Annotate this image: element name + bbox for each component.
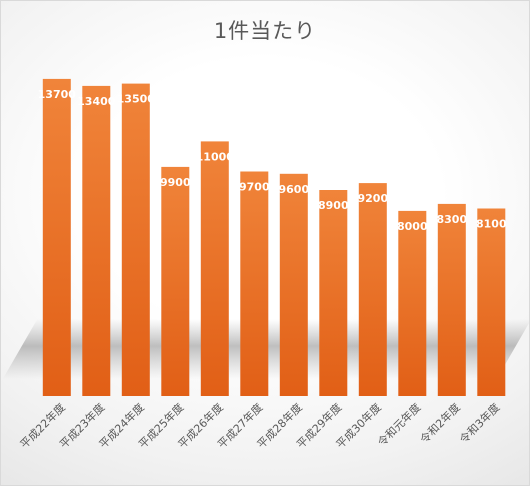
data-label-12: 8100	[476, 218, 507, 231]
bar-5	[200, 141, 229, 396]
bar-3	[121, 83, 150, 396]
data-label-2: 13400	[77, 95, 116, 108]
data-label-9: 9200	[357, 192, 388, 205]
data-label-1: 13700	[38, 88, 77, 101]
data-label-7: 9600	[278, 183, 309, 196]
data-label-6: 9700	[239, 181, 270, 194]
bar-1	[42, 78, 71, 397]
data-label-3: 13500	[117, 93, 156, 106]
chart-title: 1件当たり	[213, 19, 317, 43]
x-tick-label-11: 令和2年度	[417, 400, 463, 446]
data-label-8: 8900	[318, 199, 349, 212]
bar-2	[82, 85, 111, 397]
bar-7	[279, 173, 308, 396]
bar-8	[319, 190, 348, 396]
data-label-5: 11000	[196, 150, 235, 163]
bar-12	[477, 208, 506, 396]
bar-9	[358, 183, 387, 396]
data-label-10: 8000	[397, 220, 428, 233]
bar-4	[161, 166, 190, 396]
data-label-4: 9900	[160, 176, 191, 189]
data-label-11: 8300	[436, 213, 467, 226]
x-tick-label-10: 令和元年度	[375, 400, 424, 449]
bar-10	[398, 210, 427, 396]
bar-6	[240, 171, 269, 396]
bar-11	[437, 203, 466, 396]
x-tick-label-12: 令和3年度	[456, 400, 502, 446]
